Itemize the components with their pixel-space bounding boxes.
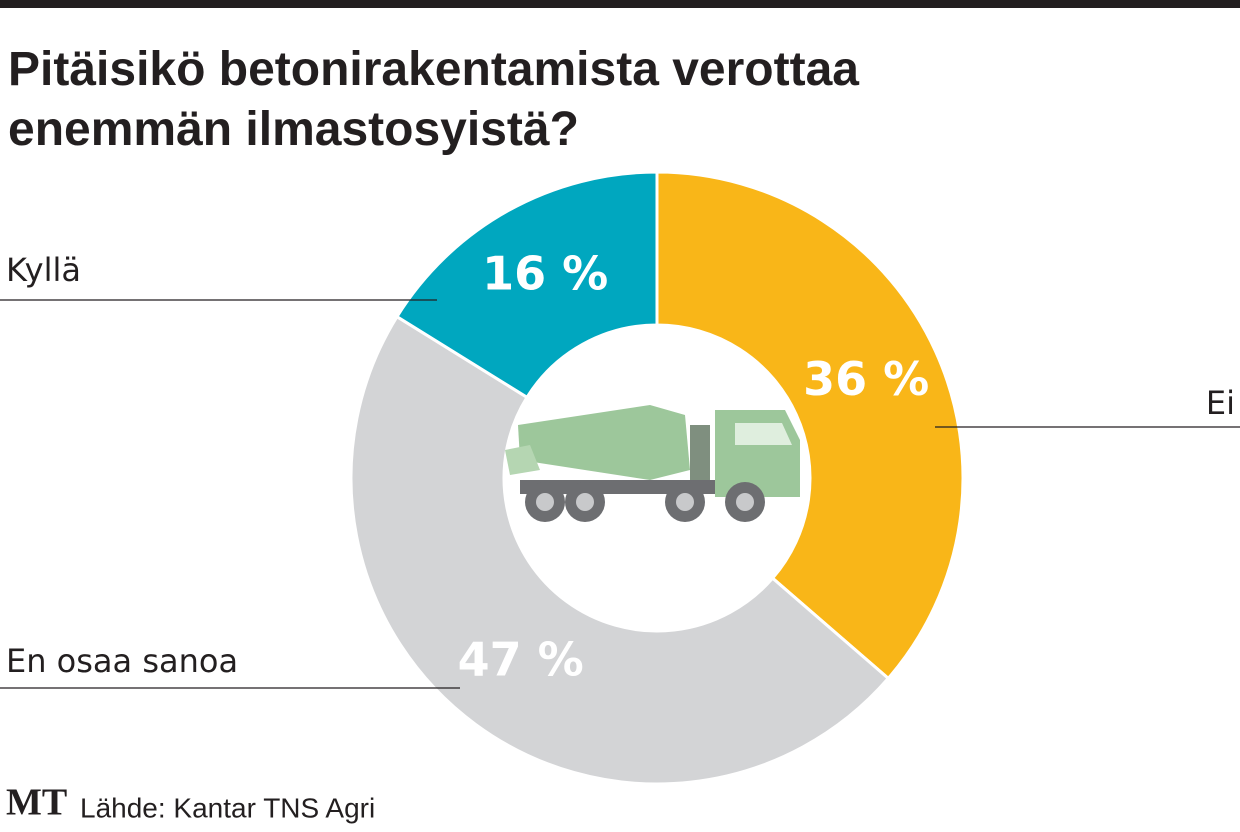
labels: 36 % Ei 47 % En osaa sanoa 16 % Kyllä: [0, 247, 1240, 689]
logo: MT: [6, 782, 67, 824]
slice: [655, 170, 965, 681]
value-label: 36 %: [803, 352, 929, 406]
truck-icon: [505, 405, 800, 522]
source: Lähde: Kantar TNS Agri: [80, 792, 375, 823]
value-label: 16 %: [482, 247, 608, 301]
donut: [349, 170, 965, 786]
slice: [394, 170, 659, 400]
top-bar: [0, 0, 1240, 8]
category-label: En osaa sanoa: [6, 642, 238, 680]
slice: [349, 314, 891, 786]
value-label: 47 %: [458, 633, 584, 687]
category-label: Ei: [1206, 384, 1235, 422]
category-label: Kyllä: [6, 251, 81, 289]
chart-title: Pitäisikö betonirakentamista verottaa en…: [8, 43, 859, 156]
